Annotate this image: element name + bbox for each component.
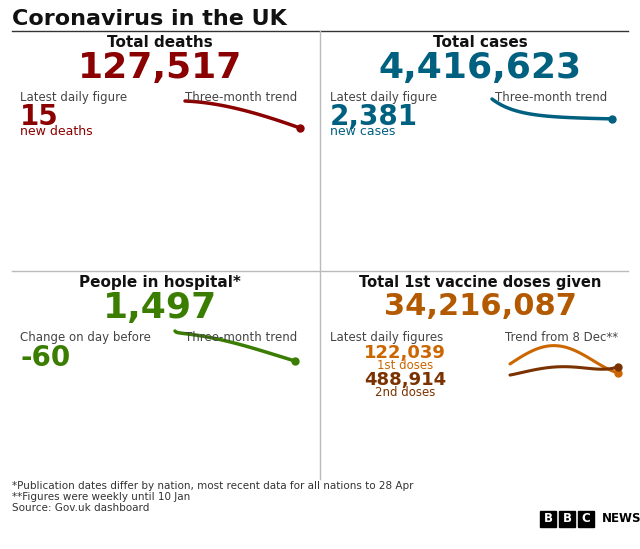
Text: Latest daily figure: Latest daily figure [330, 91, 437, 104]
Bar [578, 511, 594, 527]
Text: *Publication dates differ by nation, most recent data for all nations to 28 Apr: *Publication dates differ by nation, mos… [12, 481, 413, 491]
Text: Coronavirus in the UK: Coronavirus in the UK [12, 9, 287, 29]
Text: C: C [582, 513, 590, 525]
Text: Three-month trend: Three-month trend [185, 91, 297, 104]
Text: Latest daily figure: Latest daily figure [20, 91, 127, 104]
Text: Latest daily figures: Latest daily figures [330, 331, 444, 344]
Text: 4,416,623: 4,416,623 [378, 51, 582, 85]
Text: Three-month trend: Three-month trend [495, 91, 607, 104]
Text: 1,497: 1,497 [103, 291, 217, 325]
Text: Three-month trend: Three-month trend [185, 331, 297, 344]
Text: 15: 15 [20, 103, 59, 131]
Text: 127,517: 127,517 [78, 51, 242, 85]
Text: **Figures were weekly until 10 Jan: **Figures were weekly until 10 Jan [12, 492, 190, 502]
Text: B: B [543, 513, 552, 525]
Text: new cases: new cases [330, 125, 396, 138]
Text: Total deaths: Total deaths [107, 35, 213, 50]
Text: NEWS: NEWS [602, 513, 640, 525]
Bar [559, 511, 575, 527]
Text: new deaths: new deaths [20, 125, 93, 138]
Bar [540, 511, 556, 527]
Text: Trend from 8 Dec**: Trend from 8 Dec** [505, 331, 618, 344]
Text: B: B [563, 513, 572, 525]
Text: Total cases: Total cases [433, 35, 527, 50]
Text: 34,216,087: 34,216,087 [383, 292, 577, 321]
Text: 2nd doses: 2nd doses [375, 386, 435, 399]
Text: 1st doses: 1st doses [377, 359, 433, 372]
Text: 488,914: 488,914 [364, 371, 446, 389]
Text: 122,039: 122,039 [364, 344, 446, 362]
Text: Source: Gov.uk dashboard: Source: Gov.uk dashboard [12, 503, 149, 513]
Text: People in hospital*: People in hospital* [79, 275, 241, 290]
Text: -60: -60 [20, 344, 70, 372]
Text: Total 1st vaccine doses given: Total 1st vaccine doses given [359, 275, 601, 290]
Text: Change on day before: Change on day before [20, 331, 151, 344]
Text: 2,381: 2,381 [330, 103, 418, 131]
